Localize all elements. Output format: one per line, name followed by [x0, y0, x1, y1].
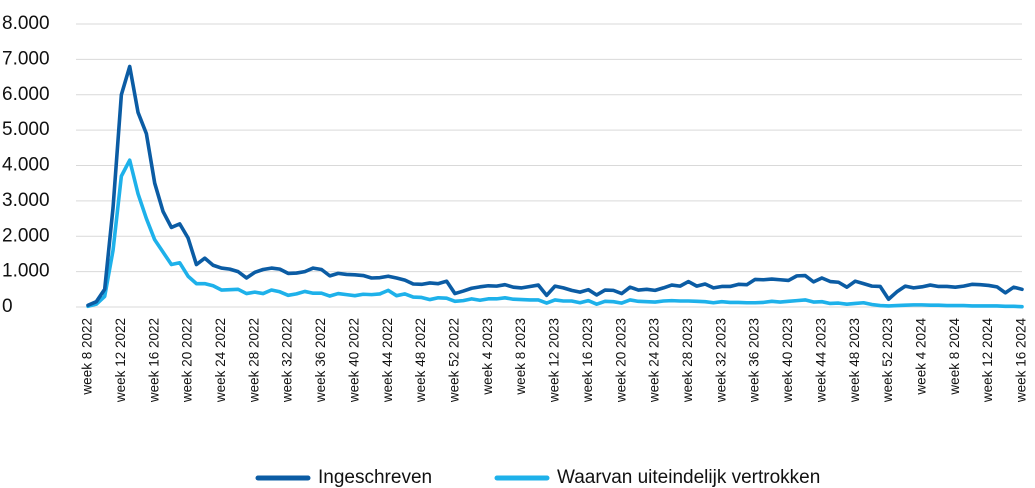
- x-tick-label: week 4 2023: [480, 318, 495, 396]
- x-tick-label: week 48 2022: [413, 318, 428, 403]
- x-tick-label: week 20 2022: [180, 318, 195, 403]
- x-tick-label: week 16 2024: [1014, 318, 1029, 404]
- x-tick-label: week 16 2023: [580, 318, 595, 403]
- y-tick-label: 7.000: [2, 48, 50, 69]
- x-tick-label: week 20 2023: [613, 318, 628, 403]
- series-line: [86, 64, 1024, 308]
- y-tick-label: 5.000: [2, 119, 50, 140]
- x-tick-label: week 8 2023: [513, 318, 528, 396]
- x-tick-label: week 44 2023: [813, 318, 828, 403]
- y-tick-label: 4.000: [2, 155, 50, 176]
- x-tick-label: week 32 2022: [280, 318, 295, 403]
- legend-label: Ingeschreven: [318, 467, 432, 488]
- x-tick-label: week 52 2023: [880, 318, 895, 403]
- x-tick-label: week 36 2022: [313, 318, 328, 403]
- x-tick-label: week 4 2024: [913, 318, 928, 396]
- x-tick-label: week 32 2023: [713, 318, 728, 403]
- y-tick-label: 3.000: [2, 190, 50, 211]
- y-tick-label: 2.000: [2, 225, 50, 246]
- x-tick-label: week 28 2023: [680, 318, 695, 403]
- x-tick-label: week 40 2022: [346, 318, 361, 403]
- x-tick-label: week 8 2024: [947, 318, 962, 396]
- x-tick-label: week 40 2023: [780, 318, 795, 403]
- series-line: [86, 158, 1024, 309]
- x-tick-label: week 12 2024: [980, 318, 995, 404]
- y-tick-label: 6.000: [2, 84, 50, 105]
- x-tick-label: week 12 2022: [113, 318, 128, 403]
- y-tick-label: 1.000: [2, 261, 50, 282]
- x-tick-label: week 8 2022: [80, 318, 95, 396]
- x-tick-label: week 52 2022: [446, 318, 461, 403]
- legend-label: Waarvan uiteindelijk vertrokken: [557, 467, 820, 488]
- x-tick-label: week 12 2023: [547, 318, 562, 403]
- x-tick-label: week 24 2023: [647, 318, 662, 403]
- x-tick-label: week 36 2023: [747, 318, 762, 403]
- y-tick-label: 8.000: [2, 13, 50, 34]
- x-tick-label: week 16 2022: [146, 318, 161, 403]
- x-tick-label: week 24 2022: [213, 318, 228, 403]
- x-tick-label: week 44 2022: [380, 318, 395, 403]
- x-tick-label: week 28 2022: [246, 318, 261, 403]
- x-tick-label: week 48 2023: [847, 318, 862, 403]
- y-tick-label: 0: [2, 296, 13, 317]
